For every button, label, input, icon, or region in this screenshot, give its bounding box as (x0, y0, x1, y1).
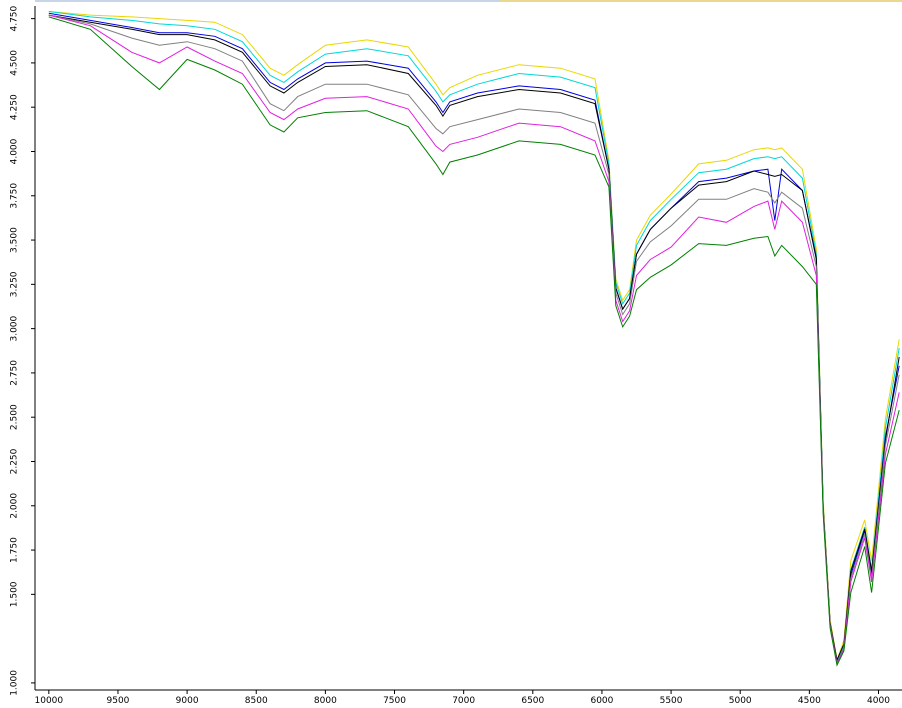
spectrum-line (48, 12, 900, 666)
x-tick-label: 4000 (867, 696, 890, 706)
y-tick-label: 3.500 (10, 227, 20, 253)
y-tick-label: 1.000 (10, 670, 20, 696)
x-tick-label: 4500 (798, 696, 821, 706)
y-tick-label: 1.500 (10, 581, 20, 607)
y-tick-label: 2.750 (10, 360, 20, 386)
spectrum-line (48, 11, 900, 664)
y-tick-label: 2.000 (10, 493, 20, 519)
y-tick-label: 4.500 (10, 50, 20, 76)
y-tick-label: 4.000 (10, 138, 20, 164)
x-tick-label: 5500 (660, 696, 683, 706)
y-tick-label: 4.750 (10, 5, 20, 31)
spectrum-line (48, 14, 900, 662)
spectrum-line (48, 11, 900, 662)
y-tick-label: 3.250 (10, 271, 20, 297)
y-tick-label: 4.250 (10, 94, 20, 120)
x-tick-label: 10000 (35, 696, 64, 706)
x-tick-label: 5000 (729, 696, 752, 706)
x-tick-label: 8500 (245, 696, 268, 706)
x-tick-label: 9000 (176, 696, 199, 706)
spectrum-line (48, 16, 900, 667)
spectrum-line (48, 14, 900, 666)
x-tick-label: 9500 (107, 696, 130, 706)
y-tick-label: 2.250 (10, 448, 20, 474)
y-tick-label: 3.000 (10, 315, 20, 341)
y-tick-label: 3.750 (10, 183, 20, 209)
x-tick-label: 6500 (521, 696, 544, 706)
y-tick-label: 1.750 (10, 537, 20, 563)
spectrum-line (48, 14, 900, 665)
x-tick-label: 7000 (452, 696, 475, 706)
x-tick-label: 8000 (314, 696, 337, 706)
x-tick-label: 6000 (590, 696, 613, 706)
x-tick-label: 7500 (383, 696, 406, 706)
y-tick-label: 2.500 (10, 404, 20, 430)
